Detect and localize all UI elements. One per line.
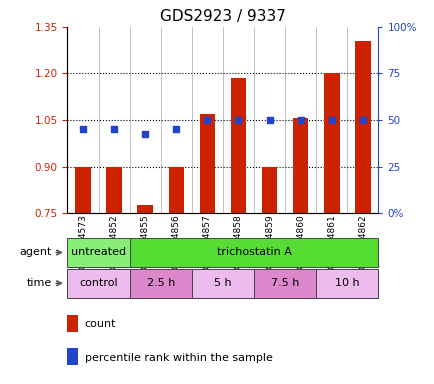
- Bar: [137, 205, 153, 213]
- Bar: [261, 167, 277, 213]
- Bar: [253, 269, 316, 298]
- Text: 7.5 h: 7.5 h: [270, 278, 299, 288]
- Text: percentile rank within the sample: percentile rank within the sample: [84, 353, 272, 362]
- Text: 10 h: 10 h: [334, 278, 359, 288]
- Point: [328, 117, 335, 123]
- Text: 5 h: 5 h: [214, 278, 231, 288]
- Text: agent: agent: [20, 247, 52, 258]
- Bar: [67, 238, 129, 267]
- Bar: [129, 238, 378, 267]
- Bar: [106, 167, 122, 213]
- Bar: [191, 269, 253, 298]
- Bar: [75, 167, 91, 213]
- Point: [358, 117, 365, 123]
- Point: [79, 126, 86, 132]
- Point: [172, 126, 179, 132]
- Bar: [129, 269, 191, 298]
- Text: control: control: [79, 278, 118, 288]
- Point: [141, 131, 148, 137]
- Bar: [354, 41, 370, 213]
- Bar: [292, 118, 308, 213]
- Text: count: count: [84, 319, 116, 329]
- Bar: [168, 167, 184, 213]
- Bar: [316, 269, 378, 298]
- Bar: [323, 73, 339, 213]
- Bar: [67, 348, 78, 365]
- Title: GDS2923 / 9337: GDS2923 / 9337: [160, 9, 285, 24]
- Bar: [67, 269, 129, 298]
- Text: time: time: [26, 278, 52, 288]
- Point: [234, 117, 241, 123]
- Text: trichostatin A: trichostatin A: [216, 247, 291, 258]
- Bar: [67, 314, 78, 332]
- Bar: [199, 114, 215, 213]
- Point: [296, 117, 303, 123]
- Point: [204, 117, 210, 123]
- Text: untreated: untreated: [71, 247, 126, 258]
- Point: [266, 117, 273, 123]
- Bar: [230, 78, 246, 213]
- Point: [110, 126, 117, 132]
- Text: 2.5 h: 2.5 h: [146, 278, 174, 288]
